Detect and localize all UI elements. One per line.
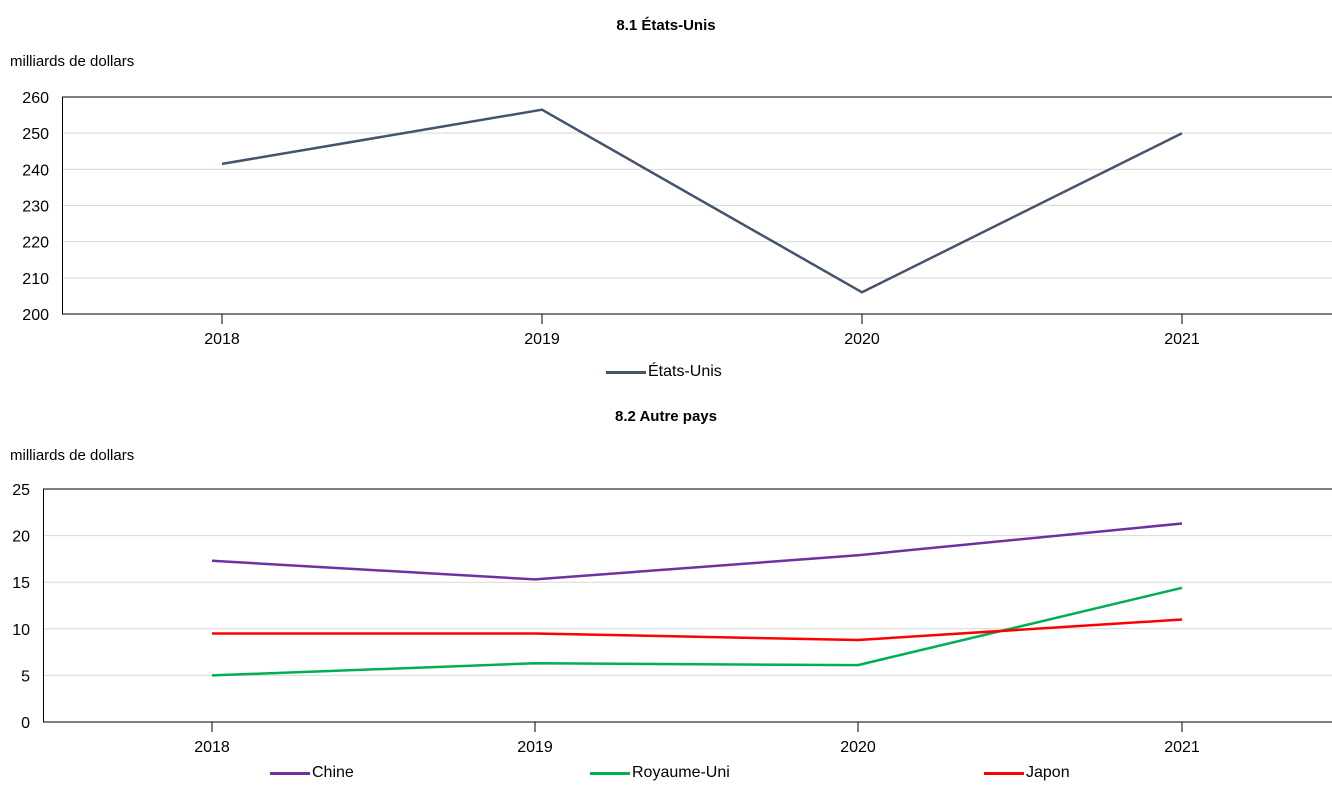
- y-tick-label: 0: [21, 715, 30, 732]
- x-tick-label: 2019: [517, 739, 553, 756]
- y-tick-label: 260: [22, 90, 49, 107]
- legend-swatch: [270, 771, 310, 775]
- chart-title: 8.2 Autre pays: [615, 408, 717, 425]
- y-tick-label: 15: [12, 575, 30, 592]
- chart-etats-unis: 8.1 États-Unis milliards de dollars 200 2…: [0, 0, 1332, 392]
- legend-swatch: [606, 370, 646, 374]
- y-tick-label: 210: [22, 271, 49, 288]
- legend-item: Chine: [270, 764, 354, 782]
- y-tick-label: 5: [21, 668, 30, 685]
- x-tick-label: 2018: [204, 331, 240, 348]
- legend-label: Japon: [1026, 764, 1070, 781]
- y-tick-label: 200: [22, 307, 49, 324]
- y-tick-label: 240: [22, 162, 49, 179]
- x-tick-label: 2021: [1164, 331, 1200, 348]
- series-line-royaume-uni: [211, 586, 1183, 677]
- chart-autre-pays: 8.2 Autre pays milliards de dollars 0 5 10…: [0, 392, 1332, 796]
- chart-title: 8.1 États-Unis: [616, 17, 716, 34]
- x-tick-label: 2020: [840, 739, 876, 756]
- x-tick-label: 2020: [844, 331, 880, 348]
- legend-swatch: [984, 771, 1024, 775]
- plot-area: 0 5 10 15 20 25 2018 2019 2020 2021: [12, 482, 1332, 756]
- series-line-chine: [211, 522, 1183, 581]
- x-tick-label: 2021: [1164, 739, 1200, 756]
- series-line-japon: [212, 618, 1183, 642]
- y-tick-label: 20: [12, 529, 30, 546]
- legend-label: Chine: [312, 764, 354, 781]
- y-axis-unit-label: milliards de dollars: [10, 447, 135, 464]
- legend-label: États-Unis: [648, 363, 722, 380]
- legend-item: Royaume-Uni: [590, 764, 730, 782]
- y-tick-label: 220: [22, 235, 49, 252]
- plot-area: 200 210 220 230 240 250 260 2018 2019 2020 2021: [22, 90, 1332, 348]
- y-axis-unit-label: milliards de dollars: [10, 53, 135, 70]
- y-tick-label: 10: [12, 622, 30, 639]
- x-tick-label: 2019: [524, 331, 560, 348]
- legend: Chine Royaume-Uni Japon: [0, 764, 1332, 786]
- series-line--tats-unis: [221, 108, 1183, 294]
- legend-label: Royaume-Uni: [632, 764, 730, 781]
- legend-item: Japon: [984, 764, 1070, 782]
- legend-item: États-Unis: [606, 363, 722, 381]
- y-tick-label: 25: [12, 482, 30, 499]
- y-tick-label: 230: [22, 199, 49, 216]
- legend: États-Unis: [0, 363, 1332, 385]
- y-tick-label: 250: [22, 126, 49, 143]
- legend-swatch: [590, 771, 630, 775]
- x-tick-label: 2018: [194, 739, 230, 756]
